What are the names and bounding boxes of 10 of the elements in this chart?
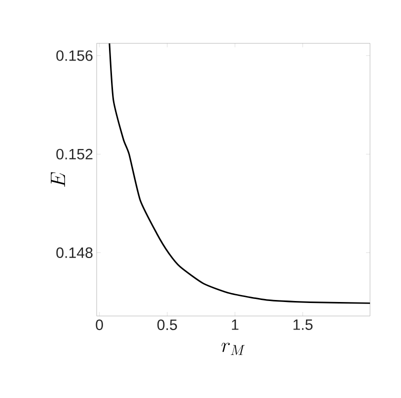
x-tick-label: 0 [96,320,103,330]
line-series [108,43,370,304]
x-axis-title: $r_M$ [222,342,245,355]
y-axis-title: $E$ [50,172,65,187]
x-tick-label: 1 [232,320,238,330]
x-tick-label: 1.5 [294,320,313,330]
y-tick-label: 0.156 [56,50,93,61]
y-tick-label: 0.152 [56,148,92,160]
x-tick-label: 0.5 [157,320,177,330]
y-tick-label: 0.148 [56,247,93,258]
